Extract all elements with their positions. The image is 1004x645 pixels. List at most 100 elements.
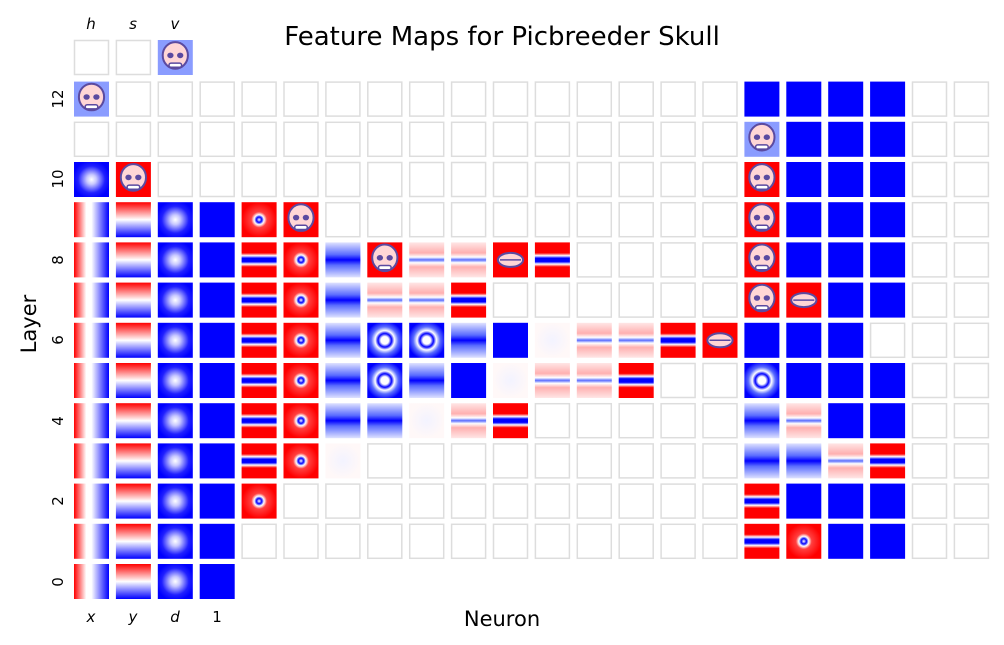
cell-layer-9-neuron-0 [74,202,109,238]
cell-layer-7-neuron-12 [576,282,613,318]
cell-layer-9-neuron-9 [450,201,487,238]
cell-layer-9-neuron-18 [828,202,864,238]
cell-layer-6-neuron-10 [493,322,528,358]
cell-layer-2-neuron-6 [325,483,361,519]
cell-layer-2-neuron-1 [115,483,151,519]
cell-layer-8-neuron-0 [74,242,109,278]
cell-layer-3-neuron-15 [702,443,738,479]
cell-layer-2-neuron-0 [74,483,109,519]
y-tick-4: 4 [49,416,67,426]
cell-layer-5-neuron-0 [74,363,109,398]
cell-layer-6-neuron-21 [953,322,990,359]
cell-layer-2-neuron-10 [492,483,529,519]
cell-layer-7-neuron-9 [451,282,487,318]
cell-layer-7-neuron-20 [911,282,948,318]
cell-layer-5-neuron-15 [702,362,738,399]
cell-layer-5-neuron-6 [325,363,361,398]
cell-layer-7-neuron-10 [492,282,529,318]
cell-layer-1-neuron-21 [953,523,990,560]
cell-layer-3-neuron-19 [870,443,906,479]
cell-layer-4-neuron-3 [199,403,235,439]
cell-layer-11-neuron-20 [911,121,948,158]
cell-layer-2-neuron-12 [576,483,613,519]
cell-layer-10-neuron-8 [408,161,445,198]
cell-layer-1-neuron-6 [325,523,361,560]
cell-layer-2-neuron-11 [534,483,571,519]
cell-layer-12-neuron-5 [283,81,319,117]
cell-layer-4-neuron-16 [744,403,780,439]
cell-layer-10-neuron-14 [660,161,696,198]
cell-layer-4-neuron-20 [911,402,948,439]
cell-layer-0-neuron-1 [115,564,151,599]
cell-layer-9-neuron-8 [408,201,445,238]
cell-layer-8-neuron-4 [241,242,277,278]
cell-output-v [157,40,193,75]
input-label-1: 1 [212,608,222,626]
output-label-s: s [129,15,137,33]
cell-layer-11-neuron-13 [618,121,654,158]
cell-layer-6-neuron-13 [618,322,654,358]
cell-layer-12-neuron-21 [953,81,990,117]
cell-layer-2-neuron-17 [786,483,822,519]
cell-layer-10-neuron-21 [953,161,990,198]
cell-layer-1-neuron-12 [576,523,613,560]
cell-layer-12-neuron-3 [199,81,235,117]
cell-layer-5-neuron-18 [828,363,864,398]
cell-layer-3-neuron-4 [241,443,277,479]
cell-layer-6-neuron-8 [409,322,445,358]
cell-layer-5-neuron-12 [576,363,612,398]
cell-layer-5-neuron-16 [744,363,780,398]
cell-layer-11-neuron-17 [786,121,822,157]
cell-layer-5-neuron-2 [157,363,193,398]
cell-layer-1-neuron-2 [157,523,193,559]
cell-layer-7-neuron-16 [744,282,780,318]
cell-layer-6-neuron-20 [911,322,948,359]
cell-layer-8-neuron-8 [409,242,445,278]
cell-layer-5-neuron-4 [241,363,277,398]
cell-layer-5-neuron-8 [409,363,445,398]
cell-layer-6-neuron-4 [241,322,277,358]
cell-layer-10-neuron-6 [325,161,361,198]
cell-layer-5-neuron-19 [870,363,906,398]
cell-layer-11-neuron-7 [367,121,403,158]
cell-layer-8-neuron-15 [702,242,738,278]
cell-layer-7-neuron-1 [115,282,151,318]
cell-layer-3-neuron-14 [660,443,696,479]
cell-layer-10-neuron-3 [199,161,235,198]
cell-layer-8-neuron-18 [828,242,864,278]
cell-layer-2-neuron-7 [367,483,403,519]
cell-layer-5-neuron-11 [534,363,570,398]
cell-layer-3-neuron-2 [157,443,193,479]
cell-layer-5-neuron-9 [451,363,487,398]
cell-layer-10-neuron-1 [115,162,151,197]
cell-layer-4-neuron-11 [534,402,571,439]
cell-layer-6-neuron-3 [199,322,235,358]
chart-title: Feature Maps for Picbreeder Skull [284,22,720,52]
cell-layer-10-neuron-13 [618,161,654,198]
cell-layer-1-neuron-9 [450,523,487,560]
cell-layer-5-neuron-17 [786,363,822,398]
cell-layer-11-neuron-10 [492,121,529,158]
cell-layer-7-neuron-14 [660,282,696,318]
cell-layer-2-neuron-20 [911,483,948,519]
cell-output-s [115,39,152,76]
feature-map-grid [73,39,990,599]
cell-layer-12-neuron-11 [534,81,571,117]
x-axis-label: Neuron [464,607,540,631]
cell-layer-3-neuron-18 [828,443,864,479]
cell-layer-10-neuron-18 [828,162,864,197]
cell-layer-3-neuron-17 [786,443,822,479]
cell-layer-3-neuron-10 [492,443,529,479]
cell-layer-12-neuron-6 [325,81,361,117]
cell-layer-6-neuron-5 [283,322,319,358]
cell-layer-10-neuron-5 [283,161,319,198]
cell-layer-10-neuron-9 [450,161,487,198]
cell-layer-9-neuron-6 [325,201,361,238]
cell-layer-1-neuron-3 [199,523,235,559]
cell-layer-5-neuron-7 [367,363,403,398]
cell-layer-4-neuron-1 [115,403,151,439]
cell-layer-4-neuron-21 [953,402,990,439]
cell-layer-8-neuron-3 [199,242,235,278]
cell-layer-1-neuron-5 [283,523,319,560]
